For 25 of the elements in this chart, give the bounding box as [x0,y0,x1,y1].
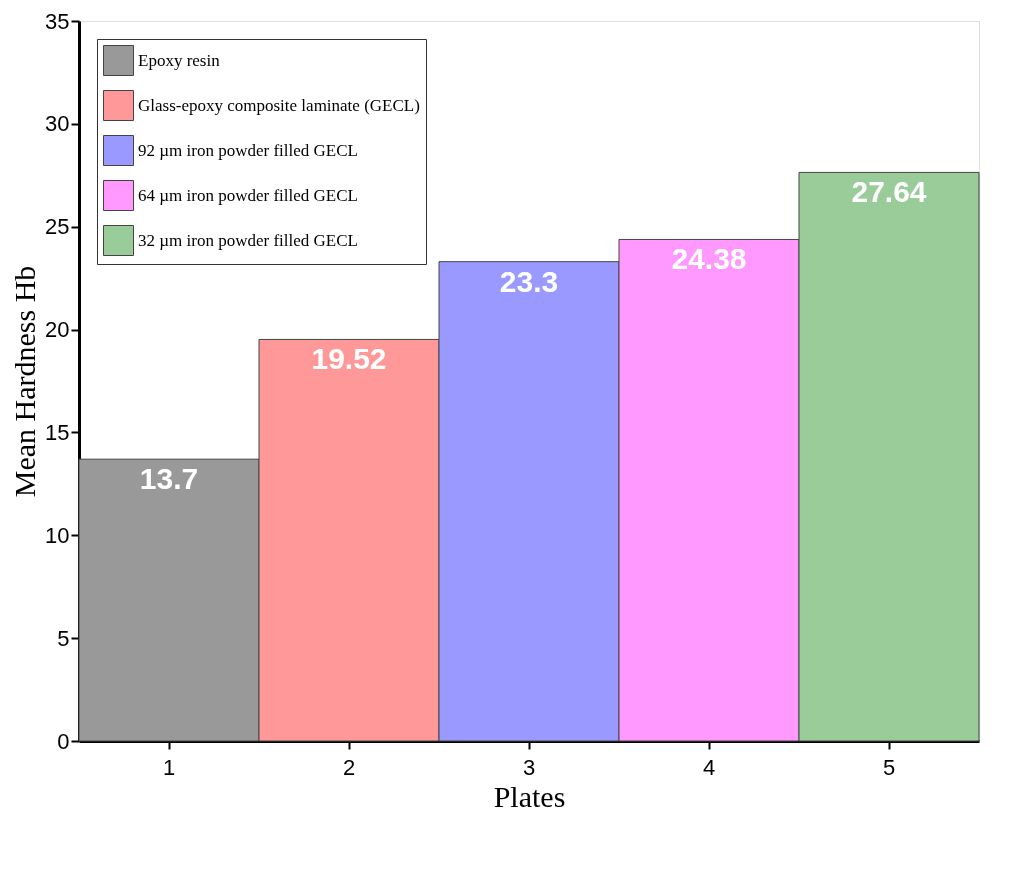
y-tick-label: 35 [45,8,70,34]
x-tick-label: 1 [162,754,176,780]
data-label: 27.64 [851,175,927,209]
y-tick-label: 15 [45,419,70,445]
y-tick-label: 10 [45,522,70,548]
data-label: 13.7 [139,462,199,496]
y-tick-label: 5 [57,625,70,651]
legend-label: Epoxy resin [138,50,221,70]
x-tick-label: 2 [342,754,356,780]
legend-label: 32 µm iron powder filled GECL [138,230,358,250]
y-tick-label: 25 [45,214,70,240]
data-label: 19.52 [311,342,387,376]
legend-label: Glass-epoxy composite laminate (GECL) [138,95,420,115]
x-tick-label: 3 [522,754,536,780]
y-axis-title: Mean Hardness Hb [8,265,42,498]
y-tick-label: 30 [45,111,70,137]
data-label: 23.3 [499,264,559,298]
data-label: 24.38 [671,242,747,276]
legend-label: 64 µm iron powder filled GECL [138,185,358,205]
legend-label: 92 µm iron powder filled GECL [138,140,358,160]
x-axis-title: Plates [493,779,566,813]
x-tick-label: 5 [882,754,896,780]
y-tick-label: 0 [57,728,70,754]
x-tick-label: 4 [702,754,716,780]
y-tick-label: 20 [45,317,70,343]
